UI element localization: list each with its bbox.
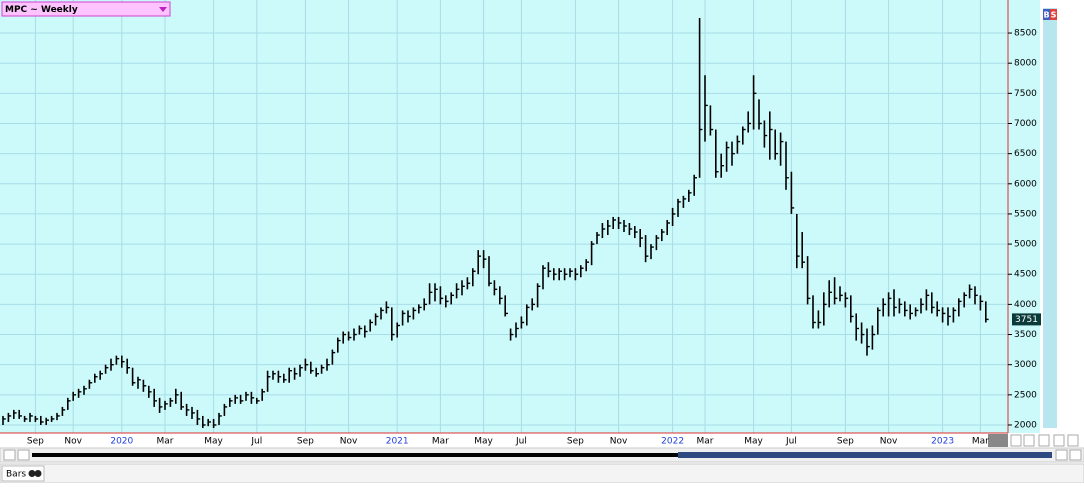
last-price: 3751 — [1015, 315, 1038, 325]
y-tick-label: 4000 — [1014, 300, 1037, 310]
y-tick-label: 8000 — [1014, 59, 1037, 69]
style-tab[interactable] — [1, 465, 45, 482]
x-tick-label: May — [744, 437, 763, 447]
x-tick-label: 2022 — [661, 437, 684, 447]
y-tick-label: 7000 — [1014, 119, 1037, 129]
x-tick-label: Nov — [880, 437, 898, 447]
x-tick-label: Nov — [610, 437, 628, 447]
x-tick-label: May — [204, 437, 223, 447]
x-tick-label: Mar — [157, 437, 174, 447]
bars — [2, 17, 989, 428]
y-tick-label: 7500 — [1014, 89, 1037, 99]
x-tick-label: Jul — [250, 437, 262, 447]
corner-box — [988, 434, 1008, 447]
status-bar — [0, 463, 1084, 484]
scroll-thumb[interactable] — [678, 452, 1052, 458]
nav-button[interactable] — [1023, 434, 1035, 447]
symbol-box[interactable] — [1, 1, 171, 17]
nav-button[interactable] — [1038, 434, 1050, 447]
y-tick-label: 6000 — [1014, 179, 1037, 189]
scroll-end[interactable] — [1069, 449, 1082, 461]
y-tick-label: 3500 — [1014, 330, 1037, 340]
side-strip — [1043, 8, 1057, 428]
x-tick-label: Sep — [297, 437, 314, 447]
x-tick-label: Sep — [837, 437, 854, 447]
grid — [0, 0, 1008, 433]
plot-area — [0, 0, 1040, 433]
chart-style[interactable]: Bars — [6, 470, 26, 480]
scroll-track[interactable] — [32, 453, 1052, 457]
sell-label[interactable]: S — [1051, 11, 1057, 20]
x-tick-label: Jul — [785, 437, 797, 447]
x-tick-label: May — [474, 437, 493, 447]
x-tick-label: Nov — [340, 437, 358, 447]
x-tick-label: 2020 — [110, 437, 133, 447]
nav-button[interactable] — [1053, 434, 1065, 447]
scroll-left[interactable] — [17, 449, 30, 461]
nav-button[interactable] — [1067, 434, 1079, 447]
y-tick-label: 2500 — [1014, 390, 1037, 400]
sell-button[interactable] — [1050, 9, 1057, 20]
chart-title: MPC ~ Weekly — [5, 5, 78, 15]
x-tick-label: 2023 — [931, 437, 954, 447]
y-tick-label: 2000 — [1014, 420, 1037, 430]
style-icon[interactable] — [34, 470, 42, 477]
nav-buttons — [1010, 434, 1079, 447]
x-tick-label: Sep — [567, 437, 584, 447]
x-tick-label: Mar — [432, 437, 449, 447]
buy-label[interactable]: B — [1043, 11, 1049, 20]
y-tick-label: 6500 — [1014, 149, 1037, 159]
x-tick-label: Mar — [697, 437, 714, 447]
style-icon[interactable] — [28, 470, 36, 477]
x-tick-label: Mar — [972, 437, 989, 447]
buy-button[interactable] — [1043, 9, 1050, 20]
y-tick-label: 8500 — [1014, 29, 1037, 39]
nav-button[interactable] — [1010, 434, 1022, 447]
y-tick-label: 5500 — [1014, 209, 1037, 219]
x-tick-label: Nov — [64, 437, 82, 447]
y-tick-label: 3000 — [1014, 360, 1037, 370]
scroll-right[interactable] — [1055, 449, 1068, 461]
x-tick-label: Sep — [27, 437, 44, 447]
last-price-box — [1012, 313, 1041, 326]
dropdown-arrow[interactable] — [159, 7, 167, 12]
x-tick-label: Jul — [515, 437, 527, 447]
scroll-start[interactable] — [3, 449, 16, 461]
x-tick-label: 2021 — [386, 437, 409, 447]
y-tick-label: 4500 — [1014, 270, 1037, 280]
y-tick-label: 5000 — [1014, 240, 1037, 250]
